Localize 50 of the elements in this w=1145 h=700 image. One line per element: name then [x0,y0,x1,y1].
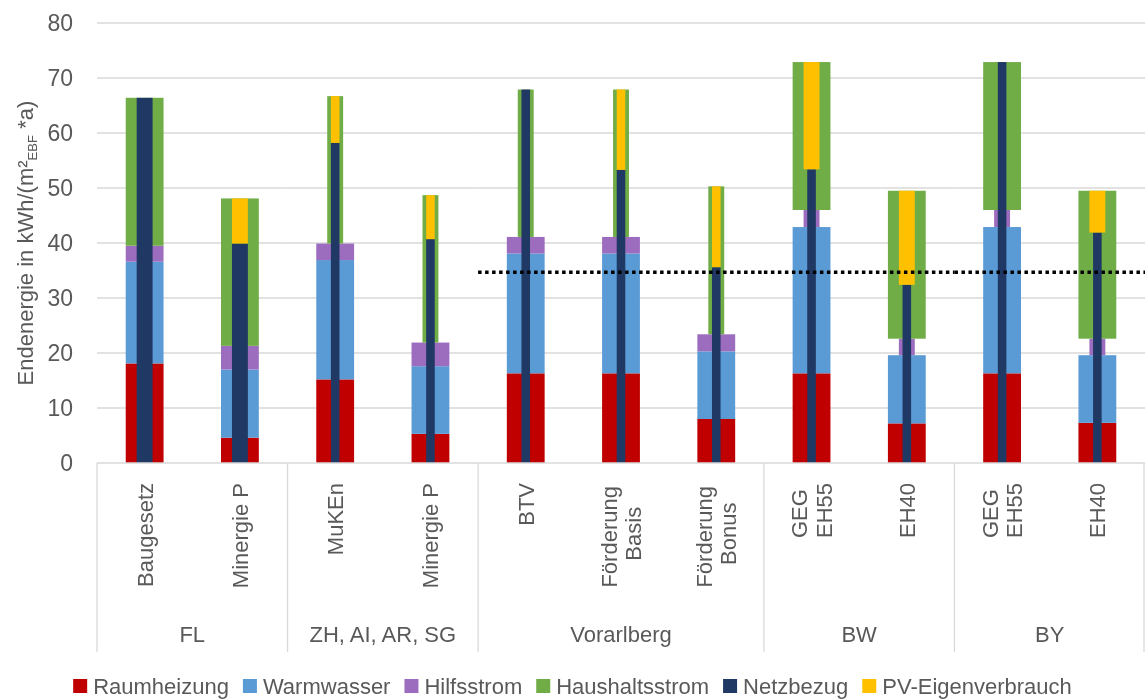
bar [231,198,248,244]
y-tick-label: 50 [47,174,73,201]
legend-label: Raumheizung [93,673,229,699]
x-axis-title: FL [179,622,206,647]
bar [426,195,435,240]
x-tick-label: Minergie P [227,483,253,589]
bar [711,267,721,463]
y-tick-label: 80 [47,9,73,36]
legend-label: Hilfsstrom [424,673,523,699]
bar [330,96,340,143]
y-tick-label: 10 [47,394,73,421]
bar [997,62,1007,463]
x-tick-label: Minergie P [417,483,443,589]
y-tick-label: 20 [47,339,73,366]
x-axis-title: ZH, AI, AR, SG [309,622,457,647]
x-tick-label: Förderung Bonus [691,486,741,588]
x-axis-title: BW [841,622,878,647]
x-tick-label: EH40 [1084,483,1110,539]
x-axis-title: Vorarlberg [570,622,672,647]
bar [136,97,153,463]
bar [231,243,248,463]
bar [1089,190,1106,233]
bar [1093,232,1102,463]
bar [902,284,912,463]
x-tick-label: BTV [513,482,539,526]
x-tick-label: Förderung Basis [596,486,646,588]
x-axis-title: BY [1035,622,1065,647]
x-tick-label: GEG EH55 [786,483,837,539]
legend-label: Netzbezug [743,673,849,699]
legend-label: PV-Eigenverbrauch [882,673,1072,699]
x-tick-label: Baugesetz [132,483,158,587]
y-tick-label: 40 [47,229,73,256]
bar [711,186,721,268]
bar [807,169,816,463]
bar [616,169,626,463]
bar [898,190,915,285]
x-tick-label: EH40 [894,483,920,539]
bar [426,239,435,463]
bar [616,89,626,170]
legend-label: Warmwasser [262,673,391,699]
x-tick-label: MuKEn [322,483,348,556]
y-tick-label: 70 [47,64,73,91]
legend-label: Haushaltsstrom [556,673,710,699]
y-tick-label: 30 [47,284,73,311]
y-tick-label: 60 [47,119,73,146]
bar [521,89,531,463]
x-tick-label: GEG EH55 [977,483,1027,539]
y-tick-label: 0 [60,449,73,476]
bar [803,62,820,170]
bar [330,142,340,463]
